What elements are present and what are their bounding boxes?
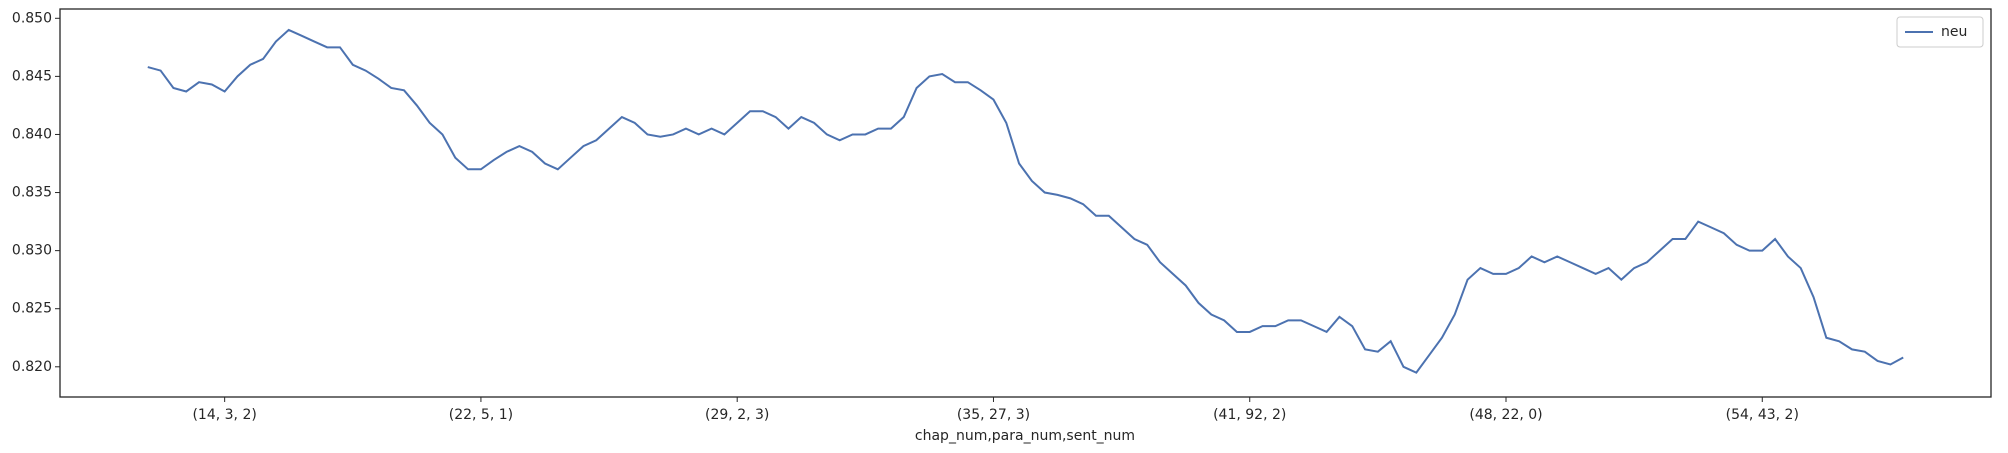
data-line xyxy=(147,28,1904,374)
x-tick-label: (14, 3, 2) xyxy=(192,407,256,423)
y-tick-label: 0.840 xyxy=(12,126,52,142)
x-tick-label: (48, 22, 0) xyxy=(1469,407,1542,423)
legend-label: neu xyxy=(1941,24,1967,40)
x-axis-label: chap_num,para_num,sent_num xyxy=(915,428,1135,444)
y-tick-label: 0.845 xyxy=(12,68,52,84)
x-tick-label: (54, 43, 2) xyxy=(1726,407,1799,423)
x-tick-label: (35, 27, 3) xyxy=(957,407,1030,423)
y-tick-label: 0.825 xyxy=(12,301,52,317)
y-tick-label: 0.830 xyxy=(12,243,52,259)
y-tick-label: 0.835 xyxy=(12,185,52,201)
x-tick-label: (22, 5, 1) xyxy=(449,407,513,423)
x-tick-label: (29, 2, 3) xyxy=(705,407,769,423)
legend-box xyxy=(1896,16,1984,48)
x-tick-label: (41, 92, 2) xyxy=(1213,407,1286,423)
plot-frame xyxy=(59,8,1992,398)
y-tick-label: 0.820 xyxy=(12,359,52,375)
y-tick-label: 0.850 xyxy=(12,10,52,26)
